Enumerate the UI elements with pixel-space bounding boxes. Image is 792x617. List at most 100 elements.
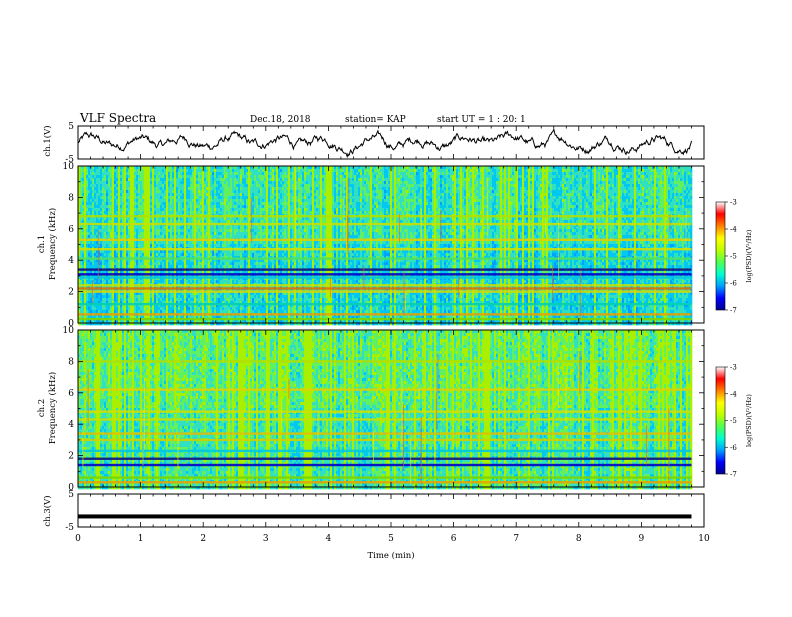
spectrogram-cell bbox=[236, 220, 238, 223]
spectrogram-cell bbox=[216, 265, 218, 268]
spectrogram-cell bbox=[260, 199, 262, 202]
spectrogram-cell bbox=[252, 196, 254, 199]
spectrogram-cell bbox=[198, 244, 200, 247]
spectrogram-cell bbox=[140, 307, 142, 310]
spectrogram-cell bbox=[188, 208, 190, 211]
spectrogram-cell bbox=[254, 295, 256, 298]
spectrogram-cell bbox=[250, 187, 252, 190]
spectrogram-cell bbox=[144, 295, 146, 298]
spectrogram-cell bbox=[238, 232, 240, 235]
spectrogram-cell bbox=[114, 217, 116, 220]
spectrogram-cell bbox=[102, 226, 104, 229]
spectrogram-cell bbox=[152, 310, 154, 313]
spectrogram-cell bbox=[126, 193, 128, 196]
spectrogram-cell bbox=[88, 220, 90, 223]
spectrogram-cell bbox=[176, 226, 178, 229]
spectrogram-cell bbox=[114, 193, 116, 196]
spectrogram-cell bbox=[246, 208, 248, 211]
spectrogram-cell bbox=[176, 190, 178, 193]
spectrogram-cell bbox=[184, 202, 186, 205]
spectrogram-cell bbox=[186, 193, 188, 196]
start-time-label: start UT = 1 : 20: 1 bbox=[437, 115, 526, 125]
spectrogram-cell bbox=[136, 169, 138, 172]
spectrogram-cell bbox=[204, 208, 206, 211]
spectrogram-cell bbox=[256, 199, 258, 202]
spectrogram-cell bbox=[98, 208, 100, 211]
spectrogram-cell bbox=[120, 298, 122, 301]
spectrogram-cell bbox=[190, 307, 192, 310]
spectrogram-cell bbox=[124, 253, 126, 256]
spectrogram-cell bbox=[224, 172, 226, 175]
spectrogram-cell bbox=[82, 220, 84, 223]
spectrogram-cell bbox=[244, 241, 246, 244]
spectrogram-cell bbox=[192, 298, 194, 301]
spectrogram-cell bbox=[122, 187, 124, 190]
spectrogram-cell bbox=[222, 202, 224, 205]
spectrogram-cell bbox=[174, 265, 176, 268]
spectrogram-cell bbox=[148, 175, 150, 178]
spectrogram-cell bbox=[214, 298, 216, 301]
spectrogram-cell bbox=[232, 199, 234, 202]
spectrogram-cell bbox=[134, 229, 136, 232]
spectrogram-cell bbox=[186, 202, 188, 205]
spectrogram-cell bbox=[174, 298, 176, 301]
spectrogram-cell bbox=[84, 232, 86, 235]
spectrogram-cell bbox=[88, 298, 90, 301]
spectrogram-cell bbox=[244, 253, 246, 256]
spectrogram-cell bbox=[140, 241, 142, 244]
spectrogram-cell bbox=[222, 217, 224, 220]
spectrogram-cell bbox=[226, 244, 228, 247]
spectrogram-cell bbox=[100, 307, 102, 310]
spectrogram-cell bbox=[212, 310, 214, 313]
spectrogram-cell bbox=[204, 187, 206, 190]
spectrogram-cell bbox=[206, 262, 208, 265]
spectrogram-cell bbox=[102, 211, 104, 214]
spectrogram-cell bbox=[84, 178, 86, 181]
spectrogram-cell bbox=[260, 208, 262, 211]
spectrogram-cell bbox=[182, 184, 184, 187]
spectrogram-cell bbox=[186, 244, 188, 247]
spectrogram-cell bbox=[218, 226, 220, 229]
spectrogram-cell bbox=[152, 253, 154, 256]
spectrogram-cell bbox=[228, 262, 230, 265]
spectrogram-cell bbox=[104, 226, 106, 229]
spectrogram-cell bbox=[190, 250, 192, 253]
spectrogram-cell bbox=[128, 265, 130, 268]
spectrogram-cell bbox=[144, 190, 146, 193]
spectrogram-cell bbox=[122, 307, 124, 310]
spectrogram-cell bbox=[82, 235, 84, 238]
spectrogram-cell bbox=[218, 253, 220, 256]
spectrogram-cell bbox=[226, 193, 228, 196]
spectrogram-cell bbox=[166, 208, 168, 211]
spectrogram-cell bbox=[142, 253, 144, 256]
spectrogram-cell bbox=[178, 193, 180, 196]
spectrogram-cell bbox=[104, 217, 106, 220]
spectrogram-cell bbox=[176, 199, 178, 202]
spectrogram-cell bbox=[232, 184, 234, 187]
spectrogram-cell bbox=[236, 298, 238, 301]
spectrogram-cell bbox=[210, 220, 212, 223]
spectrogram-cell bbox=[212, 298, 214, 301]
spectrogram-cell bbox=[192, 322, 194, 325]
spectrogram-cell bbox=[166, 187, 168, 190]
spectrogram-cell bbox=[202, 202, 204, 205]
spectrogram-cell bbox=[184, 217, 186, 220]
spectrogram-cell bbox=[88, 235, 90, 238]
spectrogram-cell bbox=[234, 241, 236, 244]
spectrogram-cell bbox=[80, 172, 82, 175]
spectrogram-cell bbox=[242, 265, 244, 268]
spectrogram-cell bbox=[202, 310, 204, 313]
spectrogram-cell bbox=[80, 169, 82, 172]
spectrogram-cell bbox=[254, 217, 256, 220]
spectrogram-cell bbox=[114, 178, 116, 181]
spectrogram-cell bbox=[100, 280, 102, 283]
spectrogram-cell bbox=[236, 169, 238, 172]
spectrogram-cell bbox=[144, 244, 146, 247]
spectrogram-cell bbox=[192, 199, 194, 202]
spectrogram-cell bbox=[170, 169, 172, 172]
spectrogram-cell bbox=[174, 187, 176, 190]
spectrogram-cell bbox=[102, 178, 104, 181]
spectrogram-cell bbox=[220, 190, 222, 193]
spectrogram-cell bbox=[160, 322, 162, 325]
spectrogram-cell bbox=[84, 190, 86, 193]
